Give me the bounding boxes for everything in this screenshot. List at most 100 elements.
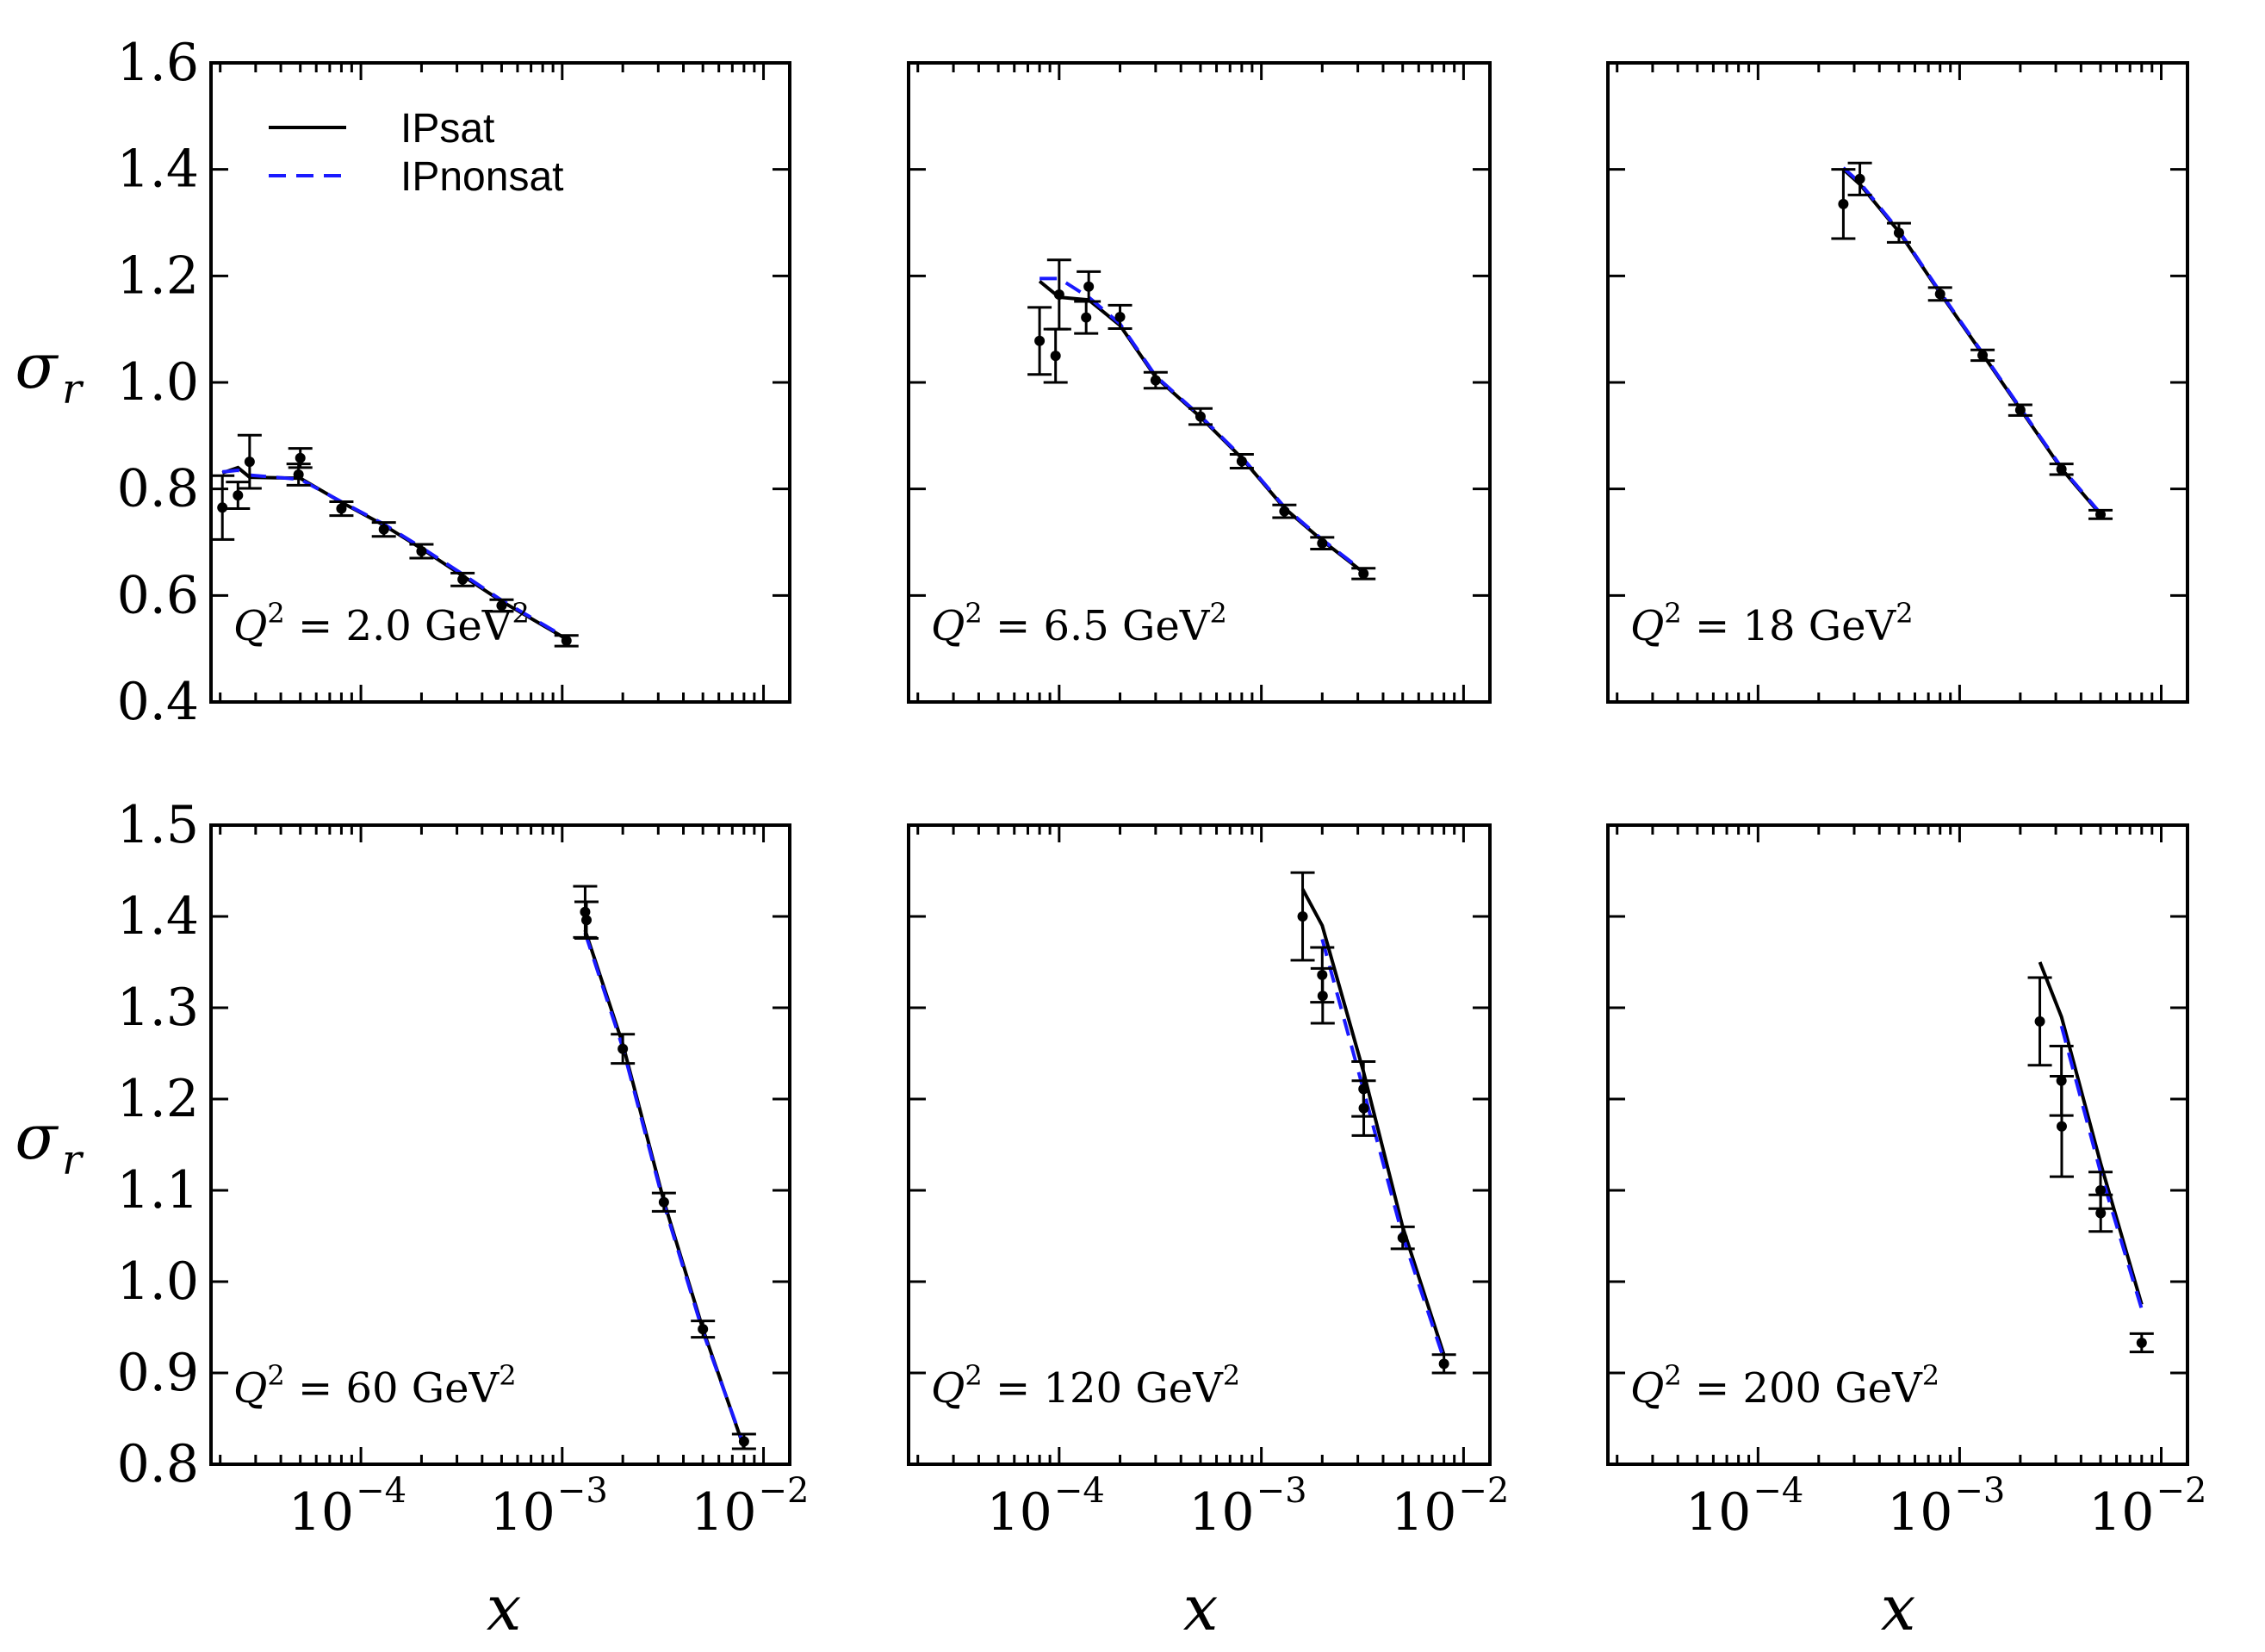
x-tick-label: 10 <box>2088 1482 2154 1543</box>
data-point <box>1977 350 1989 361</box>
x-tick-label: 10 <box>1391 1482 1456 1543</box>
panel-1: 0.4 0.6 0.8 1.0 1.2 1.4 1.6 Q2 = 2.0 GeV2 <box>117 33 791 732</box>
y-tick-label: 1.2 <box>117 1069 199 1129</box>
curve-ipsat <box>583 929 746 1449</box>
x-tick-label: 10 <box>289 1482 354 1543</box>
data-point <box>1150 375 1161 386</box>
panel-4: 0.80.91.01.11.21.31.41.510 −4 10 −3 10 −2Q2 =… <box>117 795 810 1543</box>
legend-ipnonsat-label: IPnonsat <box>400 154 563 200</box>
data-point <box>457 574 469 585</box>
data-point <box>561 635 572 646</box>
x-tick-label-exp: −4 <box>356 1471 406 1511</box>
x-tick-label-exp: −2 <box>2156 1471 2206 1511</box>
x-tick-label-exp: −3 <box>557 1471 608 1511</box>
data-point <box>2095 1185 2107 1196</box>
data-point <box>1081 312 1092 323</box>
data-point <box>378 524 389 535</box>
data-point <box>1893 227 1904 239</box>
data-point <box>1236 456 1247 467</box>
curve-ipsat <box>2038 961 2144 1306</box>
x-tick-label-exp: −2 <box>759 1471 810 1511</box>
data-point <box>416 546 427 557</box>
data-point <box>1050 351 1061 362</box>
q2-annotation: Q2 = 2.0 GeV2 <box>233 597 530 650</box>
data-point <box>1838 198 1849 209</box>
y-tick-label: 1.5 <box>117 795 199 855</box>
data-point <box>1114 311 1126 322</box>
x-tick-label: 10 <box>1685 1482 1751 1543</box>
ylabel-bottom: σ r <box>15 1101 84 1184</box>
data-point <box>1297 911 1308 922</box>
curve-ipnonsat <box>1842 166 2102 515</box>
x-tick-label: 10 <box>986 1482 1052 1543</box>
data-point <box>1317 537 1328 549</box>
q2-annotation: Q2 = 6.5 GeV2 <box>931 597 1227 650</box>
panel-3: Q2 = 18 GeV2 <box>1606 61 2189 704</box>
q2-annotation: Q2 = 18 GeV2 <box>1630 597 1914 650</box>
curve-ipsat <box>1300 888 1446 1356</box>
data-point <box>336 503 347 514</box>
y-tick-label: 1.0 <box>117 1251 199 1312</box>
x-tick-label: 10 <box>1188 1482 1254 1543</box>
q2-annotation: Q2 = 120 GeV2 <box>931 1359 1240 1413</box>
legend: IPsat IPnonsat <box>269 106 563 200</box>
x-tick-label-exp: −3 <box>1257 1471 1307 1511</box>
data-point <box>2056 1121 2067 1132</box>
data-point <box>1083 281 1095 292</box>
legend-ipsat-label: IPsat <box>400 106 494 152</box>
data-point <box>2056 463 2067 475</box>
y-tick-label: 1.1 <box>117 1160 199 1220</box>
data-point <box>738 1436 749 1447</box>
data-point <box>2034 1015 2045 1027</box>
data-point <box>1934 289 1945 300</box>
curve-ipnonsat <box>1320 938 1446 1360</box>
y-tick-label: 1.3 <box>117 978 199 1038</box>
data-point <box>1053 289 1064 300</box>
curve-ipnonsat <box>1039 276 1365 574</box>
x-tick-label-exp: −2 <box>1458 1471 1509 1511</box>
data-point <box>1034 335 1046 346</box>
y-tick-label: 0.8 <box>117 459 199 519</box>
y-tick-label: 1.4 <box>117 886 199 947</box>
data-point <box>2014 405 2026 416</box>
x-tick-label: 10 <box>691 1482 756 1543</box>
ylabel-top: σ r <box>15 330 84 413</box>
y-tick-label: 0.4 <box>117 672 199 732</box>
data-point <box>1397 1233 1408 1244</box>
x-tick-label: 10 <box>1887 1482 1952 1543</box>
y-tick-label: 0.9 <box>117 1343 199 1403</box>
panel-5: 10 −4 10 −3 10 −2Q2 = 120 GeV2 <box>907 823 1509 1543</box>
ylabel-bottom-sigma: σ <box>15 1101 59 1173</box>
ylabel-top-sub: r <box>62 365 84 413</box>
data-point <box>496 600 507 612</box>
data-point <box>2095 509 2107 520</box>
data-point <box>2136 1338 2147 1349</box>
data-point <box>617 1043 629 1054</box>
data-point <box>658 1196 669 1208</box>
data-point <box>217 502 228 513</box>
x-tick-label: 10 <box>489 1482 555 1543</box>
data-point <box>1195 411 1206 422</box>
y-tick-label: 1.2 <box>117 245 199 306</box>
y-tick-label: 0.8 <box>117 1434 199 1494</box>
x-tick-label-exp: −4 <box>1753 1471 1803 1511</box>
curve-ipnonsat <box>583 932 746 1447</box>
data-point <box>580 915 592 926</box>
xlabel-col1: x <box>487 1572 522 1644</box>
ylabel-bottom-sub: r <box>62 1136 84 1184</box>
xlabel-col3: x <box>1881 1572 1916 1644</box>
y-tick-label: 1.6 <box>117 33 199 93</box>
y-tick-label: 1.0 <box>117 352 199 413</box>
ylabel-top-sigma: σ <box>15 330 59 402</box>
data-point <box>293 469 304 480</box>
data-point <box>244 456 255 468</box>
x-tick-label-exp: −4 <box>1054 1471 1105 1511</box>
panel-2: Q2 = 6.5 GeV2 <box>907 61 1492 704</box>
q2-annotation: Q2 = 60 GeV2 <box>233 1359 517 1413</box>
data-point <box>1358 1102 1369 1114</box>
data-point <box>295 452 306 463</box>
data-point <box>2095 1208 2107 1219</box>
data-point <box>1279 506 1290 517</box>
curve-ipnonsat <box>221 468 568 640</box>
data-point <box>233 490 244 501</box>
